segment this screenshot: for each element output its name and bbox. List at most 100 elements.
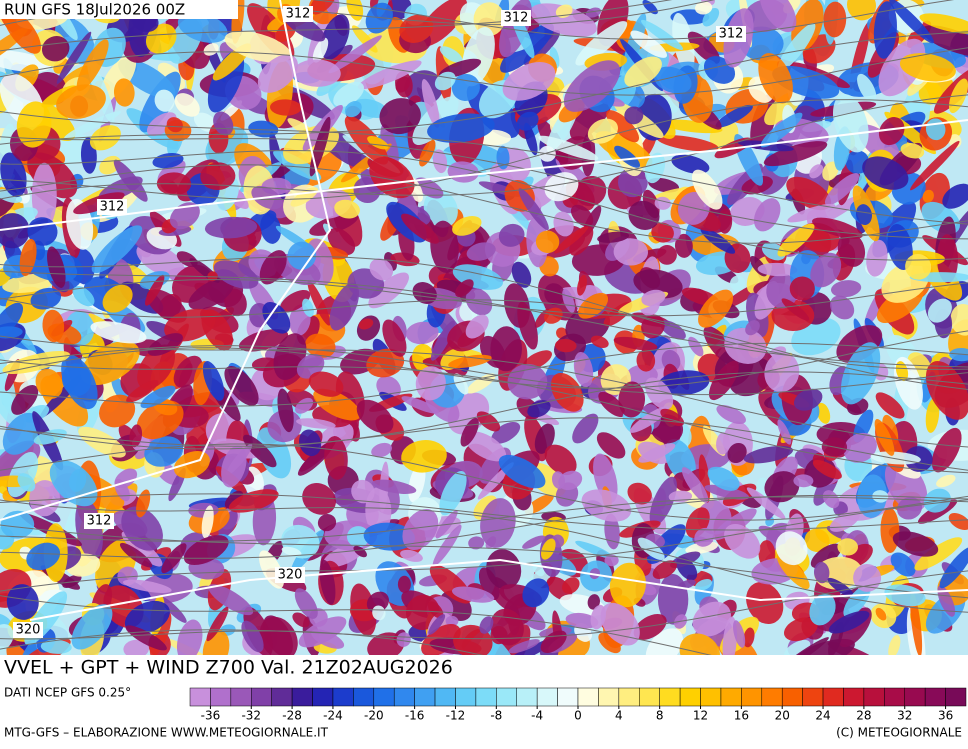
field-blob — [809, 164, 824, 179]
streamline — [0, 164, 968, 244]
field-blob — [35, 368, 63, 399]
field-blob — [61, 355, 98, 410]
streamline — [0, 270, 968, 368]
field-blob — [455, 279, 474, 298]
contour-label: 312 — [286, 7, 311, 22]
field-blob — [26, 542, 61, 571]
field-blob — [277, 388, 294, 433]
field-blob — [448, 354, 492, 369]
field-blob — [656, 135, 719, 152]
field-blob — [309, 0, 336, 15]
field-blob — [126, 379, 159, 403]
field-blob — [569, 226, 594, 256]
field-blob — [745, 320, 760, 336]
field-blob — [627, 482, 652, 505]
field-blob — [498, 454, 546, 489]
velocity-field — [0, 0, 968, 655]
field-blob — [757, 262, 798, 277]
field-blob — [423, 189, 458, 228]
field-blob — [553, 211, 574, 237]
field-blob — [297, 442, 334, 476]
field-blob — [188, 278, 234, 310]
field-blob — [623, 13, 647, 72]
streamline — [0, 359, 968, 474]
colorbar-swatch — [577, 687, 599, 707]
field-blob — [464, 431, 507, 462]
field-blob — [763, 141, 828, 167]
field-blob — [313, 388, 361, 421]
field-blob — [169, 202, 200, 230]
colorbar-swatch — [353, 687, 375, 707]
field-blob — [16, 101, 52, 148]
field-blob — [704, 484, 750, 500]
colorbar-swatch — [924, 687, 946, 707]
field-blob — [651, 222, 674, 243]
field-blob — [203, 43, 219, 56]
field-blob — [346, 0, 364, 21]
field-blob — [11, 384, 39, 415]
colorbar-tick-label: -32 — [241, 709, 261, 723]
field-blob — [358, 318, 374, 330]
field-blob — [633, 269, 683, 299]
colorbar-swatch — [945, 687, 967, 707]
field-blob — [2, 412, 41, 455]
map-title: VVEL + GPT + WIND Z700 Val. 21Z02AUG2026 — [4, 657, 453, 679]
field-blob — [224, 288, 247, 317]
field-blob — [119, 542, 153, 568]
streamline — [0, 345, 968, 396]
colorbar-swatch — [884, 687, 905, 707]
field-blob — [792, 638, 855, 655]
field-blob — [213, 260, 259, 289]
field-blob — [432, 524, 462, 567]
field-blob — [862, 156, 909, 190]
field-blob — [224, 366, 259, 406]
field-blob — [587, 594, 600, 610]
field-blob — [2, 351, 70, 374]
field-blob — [575, 540, 614, 559]
field-blob — [430, 320, 455, 361]
field-blob — [614, 145, 641, 168]
field-blob — [379, 98, 421, 135]
field-blob — [419, 139, 436, 167]
field-blob — [145, 274, 165, 306]
colorbar-swatch — [557, 687, 579, 707]
field-blob — [575, 175, 607, 207]
header-box — [0, 0, 238, 19]
field-blob — [140, 385, 176, 409]
field-blob — [570, 204, 594, 227]
field-blob — [328, 35, 382, 74]
field-blob — [305, 333, 336, 358]
field-blob — [613, 238, 648, 266]
field-blob — [700, 227, 736, 254]
field-blob — [466, 242, 496, 261]
field-blob — [897, 497, 922, 520]
field-blob — [72, 286, 95, 307]
field-blob — [810, 252, 842, 288]
field-blob — [730, 275, 746, 292]
field-blob — [671, 154, 710, 174]
colorbar-swatch — [761, 687, 783, 707]
field-blob — [344, 116, 389, 165]
colorbar-swatch — [271, 687, 293, 707]
field-blob — [76, 39, 109, 92]
field-blob — [382, 319, 407, 357]
field-blob — [281, 546, 302, 557]
colorbar-swatch — [679, 687, 701, 707]
field-blob — [400, 549, 423, 562]
field-blob — [356, 399, 394, 434]
field-blob — [746, 581, 784, 625]
contour-label-box — [97, 199, 127, 215]
field-blob — [324, 436, 348, 480]
field-blob — [609, 562, 646, 608]
field-blob — [421, 79, 440, 128]
field-blob — [948, 513, 968, 530]
field-blob — [243, 434, 277, 468]
field-blob — [498, 223, 525, 247]
colorbar-tick-label: -28 — [282, 709, 302, 723]
field-blob — [270, 99, 302, 116]
colorbar-swatch — [822, 687, 844, 707]
field-blob — [301, 357, 323, 369]
field-blob — [0, 440, 41, 481]
field-blob — [517, 111, 539, 131]
field-blob — [427, 601, 444, 619]
